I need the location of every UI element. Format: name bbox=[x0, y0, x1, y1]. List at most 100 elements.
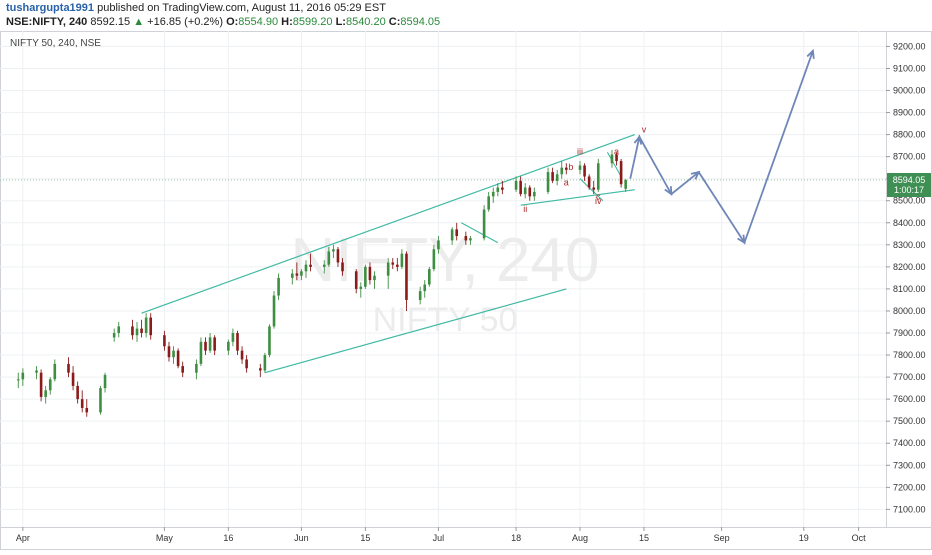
candle-body bbox=[231, 333, 235, 342]
candle bbox=[135, 321, 139, 342]
time-tick-label: Aug bbox=[572, 533, 588, 543]
candle bbox=[263, 352, 267, 373]
wave-label: a bbox=[614, 146, 619, 156]
candle-body bbox=[487, 196, 490, 210]
candle bbox=[204, 337, 207, 356]
gridlines bbox=[0, 31, 886, 527]
low-value: 8540.20 bbox=[345, 16, 386, 28]
arrowhead-icon bbox=[633, 134, 643, 145]
candle-body bbox=[391, 262, 395, 265]
candle bbox=[464, 231, 468, 245]
candle-body bbox=[610, 154, 614, 164]
trend-line[interactable] bbox=[520, 189, 635, 206]
candle-body bbox=[39, 372, 43, 397]
candle bbox=[290, 269, 294, 285]
candles bbox=[16, 150, 627, 417]
candle-body bbox=[514, 180, 518, 190]
candle-body bbox=[48, 379, 52, 391]
trend-line[interactable] bbox=[606, 151, 622, 177]
candle bbox=[519, 176, 522, 197]
price-tick-label: 8000.00 bbox=[893, 306, 926, 316]
candle-body bbox=[259, 368, 262, 371]
price-tick-label: 7600.00 bbox=[893, 394, 926, 404]
candle bbox=[359, 282, 363, 298]
price-tick-label: 7700.00 bbox=[893, 372, 926, 382]
candle-body bbox=[144, 317, 148, 334]
candle-body bbox=[464, 236, 468, 241]
wave-label: a bbox=[564, 177, 569, 187]
candle-body bbox=[423, 284, 427, 292]
candle-body bbox=[300, 271, 303, 276]
candle bbox=[546, 167, 550, 195]
chart-title: NIFTY 50, 240, NSE bbox=[10, 38, 101, 49]
published-text: published on TradingView.com, August 11,… bbox=[97, 2, 386, 14]
candle bbox=[501, 180, 504, 195]
lower-channel-line[interactable] bbox=[264, 288, 567, 374]
candle-body bbox=[277, 277, 280, 296]
candle-body bbox=[596, 163, 600, 190]
chart-frame[interactable]: NIFTY, 240 NIFTY 50 NIFTY 50, 240, NSE i… bbox=[0, 31, 932, 550]
candle-body bbox=[551, 172, 554, 181]
username-link[interactable]: tushargupta1991 bbox=[6, 2, 95, 14]
candle bbox=[578, 161, 582, 175]
trend-line[interactable] bbox=[461, 222, 499, 244]
candle-body bbox=[368, 266, 372, 281]
candle-body bbox=[450, 229, 454, 241]
candle-body bbox=[53, 363, 57, 380]
price-tick-label: 8200.00 bbox=[893, 262, 926, 272]
watermark-symbol: NIFTY, 240 bbox=[290, 226, 599, 295]
candle-body bbox=[400, 253, 404, 267]
time-tick-label: 15 bbox=[639, 533, 649, 543]
candle-body bbox=[240, 350, 244, 360]
candle bbox=[213, 335, 216, 356]
candle bbox=[555, 169, 559, 186]
candle bbox=[35, 366, 38, 380]
candle-body bbox=[405, 253, 408, 300]
candle-body bbox=[519, 180, 522, 195]
candle bbox=[103, 372, 107, 393]
candle-body bbox=[565, 167, 568, 170]
candle bbox=[469, 236, 472, 245]
wave-label: b bbox=[568, 162, 573, 172]
wave-label: iii bbox=[577, 146, 583, 156]
price-tick-label: 8900.00 bbox=[893, 108, 926, 118]
candle bbox=[309, 253, 312, 272]
candle bbox=[322, 260, 326, 274]
candle bbox=[277, 273, 280, 300]
chart-svg[interactable]: NIFTY, 240 NIFTY 50 NIFTY 50, 240, NSE i… bbox=[0, 31, 932, 550]
projection-arrows[interactable] bbox=[629, 48, 815, 245]
price-tick-label: 7400.00 bbox=[893, 438, 926, 448]
candle-body bbox=[149, 317, 153, 336]
high-value: 8599.20 bbox=[292, 16, 333, 28]
channel-lines[interactable] bbox=[0, 134, 886, 374]
candle-body bbox=[386, 262, 390, 276]
candle-body bbox=[181, 366, 184, 373]
candle-body bbox=[204, 341, 207, 351]
candle bbox=[400, 249, 404, 270]
upper-channel-line[interactable] bbox=[141, 134, 636, 314]
trend-line[interactable] bbox=[579, 178, 604, 202]
candle bbox=[240, 346, 244, 364]
projection-path[interactable] bbox=[629, 50, 814, 245]
time-tick-label: 18 bbox=[511, 533, 521, 543]
candle bbox=[496, 183, 500, 197]
price-tick-label: 8300.00 bbox=[893, 240, 926, 250]
candle-body bbox=[135, 328, 139, 336]
candle-body bbox=[140, 328, 143, 334]
candle bbox=[259, 363, 262, 378]
low-label: L: bbox=[335, 16, 346, 28]
candle-body bbox=[236, 333, 239, 351]
candle bbox=[386, 258, 390, 289]
candle-body bbox=[167, 346, 171, 358]
candle-body bbox=[99, 388, 102, 413]
candle bbox=[427, 266, 431, 287]
symbol-header: NSE:NIFTY, 240 8592.15 ▲ +16.85 (+0.2%) … bbox=[6, 16, 440, 28]
candle-body bbox=[546, 172, 550, 192]
candle-body bbox=[560, 167, 564, 175]
candle bbox=[482, 205, 486, 241]
candle-body bbox=[528, 187, 532, 197]
time-axis[interactable]: Apr May 16 Jun 15 Jul 18 Aug 15 Sep 19 Oct bbox=[16, 527, 866, 543]
candle-body bbox=[263, 355, 267, 371]
last-price-badge-bg bbox=[887, 173, 931, 198]
candle bbox=[596, 158, 600, 192]
